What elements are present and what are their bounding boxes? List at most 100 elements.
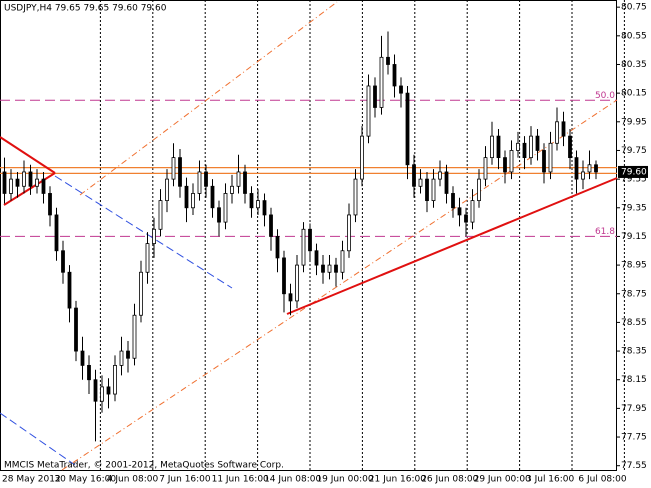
x-tick-label: 11 Jun 16:00 — [212, 475, 269, 485]
candle-body — [555, 121, 559, 144]
candle-body — [74, 307, 78, 352]
y-tick-label: 78.55 — [621, 318, 647, 328]
candle-body — [184, 185, 189, 209]
candle-body — [438, 171, 442, 180]
candle-body — [477, 178, 481, 202]
candle-body — [535, 135, 540, 151]
candle-body — [418, 178, 423, 187]
x-tick-label: 26 Jun 08:00 — [421, 475, 478, 485]
candle-body — [126, 350, 130, 359]
chart-title: USDJPY,H4 79.65 79.65 79.60 79.60 — [4, 4, 167, 14]
trend-line — [286, 177, 618, 315]
channel-line — [79, 1, 338, 196]
candle-body — [191, 193, 195, 209]
x-tick-label: 7 Jun 16:00 — [159, 475, 211, 485]
candle-body — [451, 193, 455, 209]
y-tick-label: 79.75 — [621, 146, 647, 156]
candle-body — [230, 185, 234, 194]
trend-line — [54, 175, 233, 289]
candle-body — [106, 386, 111, 395]
candle-body — [425, 178, 429, 202]
y-tick-label: 77.75 — [621, 433, 647, 443]
candle-body — [516, 142, 520, 151]
candle-body — [464, 214, 468, 223]
candle-body — [269, 214, 273, 237]
fib-label: 50.0 — [595, 91, 615, 101]
candle-body — [574, 157, 579, 180]
candle-body — [594, 164, 598, 173]
candle-body — [360, 135, 364, 180]
candle-body — [373, 85, 377, 108]
candle-body — [470, 200, 475, 223]
candle-body — [282, 257, 286, 295]
candle-body — [379, 56, 384, 108]
candle-body — [152, 228, 156, 244]
candle-body — [308, 228, 312, 252]
y-tick-label: 79.15 — [621, 232, 647, 242]
candle-body — [119, 350, 124, 366]
candle-body — [145, 243, 150, 273]
y-tick-label: 77.55 — [621, 461, 647, 471]
candle-body — [22, 171, 26, 187]
candle-body — [444, 171, 449, 194]
candle-body — [61, 250, 65, 273]
candle-body — [399, 85, 403, 94]
candle-body — [288, 293, 293, 302]
y-tick-label: 80.35 — [621, 60, 647, 70]
candle-body — [295, 264, 299, 302]
candle-body — [35, 178, 39, 187]
candle-body — [2, 171, 7, 194]
candle-body — [490, 135, 494, 159]
x-tick-label: 14 Jun 08:00 — [264, 475, 321, 485]
candle-body — [581, 171, 585, 180]
candle-body — [392, 64, 397, 87]
candle-body — [217, 207, 221, 223]
candle-body — [256, 200, 260, 209]
candle-body — [587, 164, 592, 173]
candle-body — [236, 171, 241, 187]
candle-body — [197, 171, 202, 194]
candle-body — [327, 264, 332, 273]
candle-body — [412, 164, 416, 187]
candle-body — [347, 214, 351, 252]
candle-body — [561, 121, 566, 137]
candle-body — [262, 200, 267, 216]
footer: MMCIS MetaTrader, © 2001-2012, MetaQuote… — [4, 461, 284, 471]
x-tick-label: 6 Jul 08:00 — [578, 475, 627, 485]
candle-body — [132, 314, 137, 359]
candle-body — [321, 264, 325, 273]
candle-body — [178, 157, 182, 187]
x-tick-label: 19 Jun 00:00 — [316, 475, 373, 485]
y-tick-label: 80.15 — [621, 89, 647, 99]
candle-body — [548, 142, 553, 173]
candle-body — [340, 250, 345, 273]
candle-body — [542, 150, 546, 173]
candle-body — [204, 171, 208, 187]
candle-body — [9, 178, 13, 194]
candle-body — [113, 364, 117, 395]
y-tick-label: 79.35 — [621, 203, 647, 213]
current-price-box — [618, 165, 648, 178]
y-tick-label: 78.35 — [621, 347, 647, 357]
candle-body — [503, 157, 507, 173]
x-tick-label: 28 May 2012 — [2, 475, 61, 485]
candle-body — [457, 207, 462, 216]
candle-body — [314, 250, 319, 266]
candle-body — [386, 56, 390, 65]
candle-body — [522, 142, 527, 159]
candle-body — [405, 92, 410, 166]
candle-body — [87, 364, 91, 381]
candle-body — [93, 379, 98, 402]
candle-body — [171, 157, 176, 180]
fib-label: 61.8 — [595, 227, 615, 237]
candle-body — [100, 386, 104, 402]
candle-body — [48, 193, 52, 216]
candle-body — [529, 135, 533, 159]
candle-body — [301, 228, 306, 266]
y-tick-label: 79.95 — [621, 117, 647, 127]
candle-body — [15, 178, 20, 187]
y-tick-label: 80.55 — [621, 31, 647, 41]
current-price-label: 79.60 — [621, 167, 647, 177]
y-tick-label: 77.95 — [621, 404, 647, 414]
